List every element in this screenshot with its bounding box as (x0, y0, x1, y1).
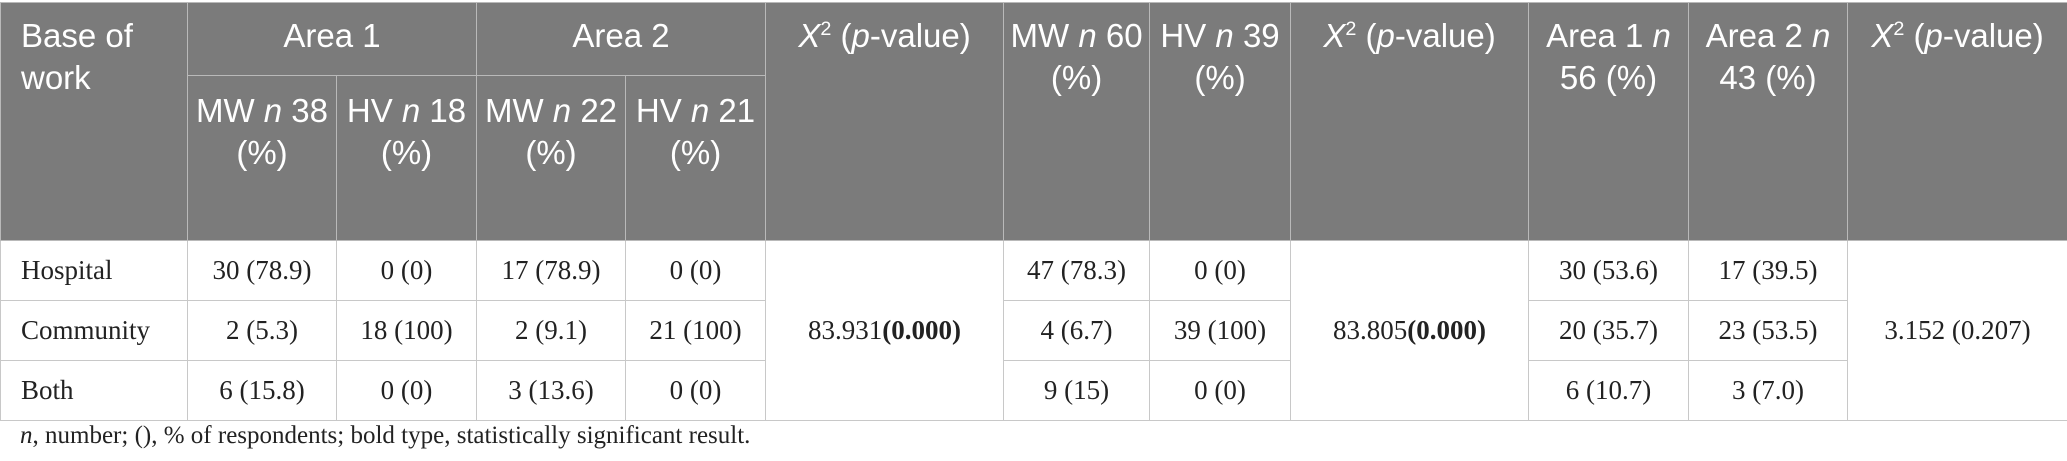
row-label: Community (0, 300, 188, 361)
cell-chi-square-3: 3.152 (0.207) (1847, 240, 2067, 421)
header-hv-total: HV n 39 (%) (1149, 2, 1292, 241)
cell-area1-total: 30 (53.6) (1528, 240, 1690, 301)
header-area1: Area 1 (186, 2, 478, 76)
cell-area1-hv: 0 (0) (335, 240, 478, 301)
cell-area2-total: 3 (7.0) (1688, 360, 1849, 421)
cell-area2-mw: 17 (78.9) (476, 240, 627, 301)
header-area2-hv: HV n 21 (%) (625, 75, 767, 241)
table-row: Both 6 (15.8) 0 (0) 3 (13.6) 0 (0) 9 (15… (0, 360, 2067, 421)
cell-area2-total: 17 (39.5) (1688, 240, 1849, 301)
cell-hv-total: 0 (0) (1149, 240, 1292, 301)
cell-area1-total: 20 (35.7) (1528, 300, 1690, 361)
header-area1-hv: HV n 18 (%) (335, 75, 478, 241)
cell-area1-hv: 0 (0) (335, 360, 478, 421)
row-label: Hospital (0, 240, 188, 301)
row-label: Both (0, 360, 188, 421)
header-chi-square-1: X2 (p-value) (765, 2, 1005, 241)
table-row: Hospital 30 (78.9) 0 (0) 17 (78.9) 0 (0)… (0, 240, 2067, 421)
header-chi-square-2: X2 (p-value) (1290, 2, 1530, 241)
cell-mw-total: 4 (6.7) (1003, 300, 1151, 361)
header-area2-total: Area 2 n 43 (%) (1688, 2, 1849, 241)
cell-area2-hv: 0 (0) (625, 360, 767, 421)
header-area2: Area 2 (476, 2, 767, 76)
cell-area1-total: 6 (10.7) (1528, 360, 1690, 421)
header-area2-mw: MW n 22 (%) (476, 75, 627, 241)
cell-mw-total: 9 (15) (1003, 360, 1151, 421)
header-base-of-work: Base of work (0, 2, 188, 241)
cell-area2-mw: 3 (13.6) (476, 360, 627, 421)
table-row: Community 2 (5.3) 18 (100) 2 (9.1) 21 (1… (0, 300, 2067, 361)
cell-area2-hv: 0 (0) (625, 240, 767, 301)
cell-area2-hv: 21 (100) (625, 300, 767, 361)
cell-mw-total: 47 (78.3) (1003, 240, 1151, 301)
cell-chi-square-2: 83.805(0.000) (1290, 240, 1530, 421)
cell-hv-total: 0 (0) (1149, 360, 1292, 421)
cell-area1-mw: 30 (78.9) (187, 240, 337, 301)
header-mw-total: MW n 60 (%) (1003, 2, 1151, 241)
cell-area1-hv: 18 (100) (335, 300, 478, 361)
results-table: Base of work Area 1 Area 2 X2 (p-value) … (0, 2, 2067, 421)
cell-area2-mw: 2 (9.1) (476, 300, 627, 361)
table-footnote: n, number; (), % of respondents; bold ty… (20, 422, 751, 449)
header-chi-square-3: X2 (p-value) (1847, 2, 2067, 241)
cell-area2-total: 23 (53.5) (1688, 300, 1849, 361)
cell-chi-square-1: 83.931(0.000) (765, 240, 1005, 421)
cell-area1-mw: 6 (15.8) (187, 360, 337, 421)
cell-area1-mw: 2 (5.3) (187, 300, 337, 361)
header-area1-total: Area 1 n 56 (%) (1528, 2, 1690, 241)
header-area1-mw: MW n 38 (%) (187, 75, 337, 241)
cell-hv-total: 39 (100) (1149, 300, 1292, 361)
